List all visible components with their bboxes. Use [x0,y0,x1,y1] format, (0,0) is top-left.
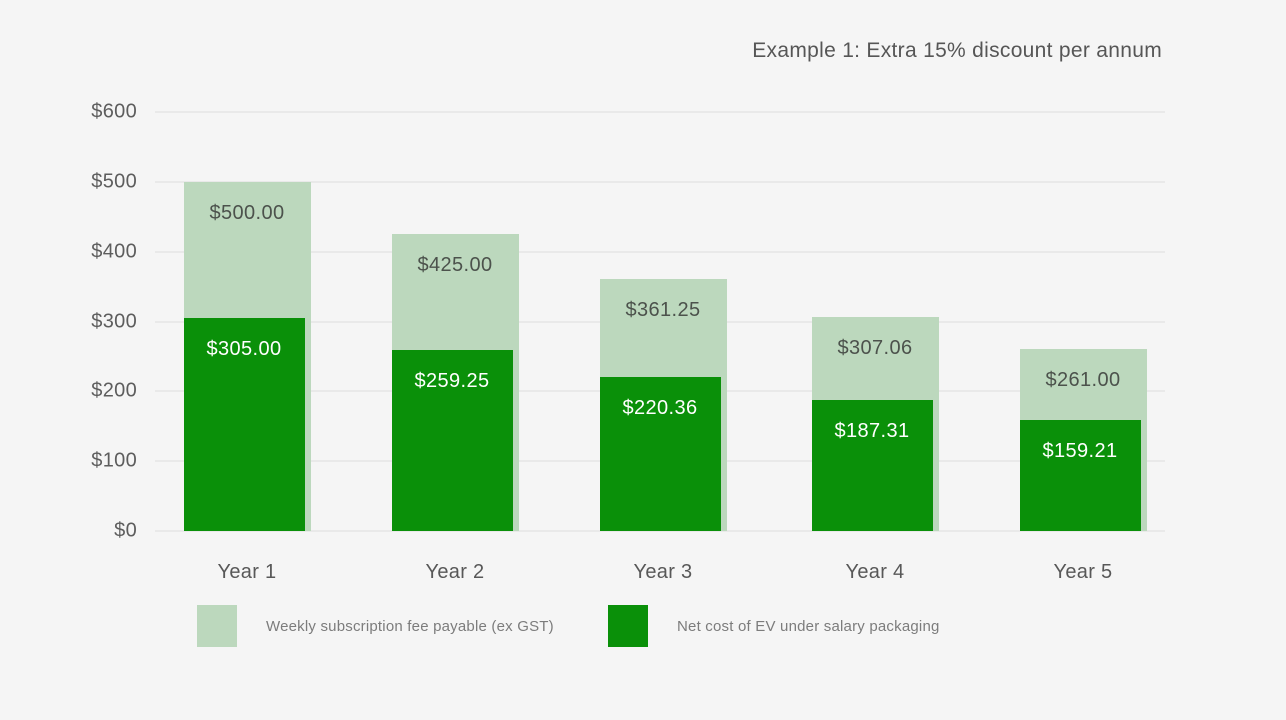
gridline [155,530,1165,532]
bar-value-label: $425.00 [417,254,493,277]
bar-net-cost: $187.31 [811,400,933,531]
gridline [155,250,1165,253]
bar-value-label: $259.25 [414,369,490,392]
y-axis-tick-label: $400 [91,240,137,263]
y-axis-tick-label: $300 [91,310,137,332]
y-axis-tick-label: $200 [91,379,137,402]
y-axis-tick-label: $500 [91,170,137,193]
gridline [155,111,1165,113]
bar-value-label: $500.00 [209,201,285,224]
bar-value-label: $307.06 [837,336,913,359]
bar-net-cost: $159.21 [1019,419,1141,531]
x-axis-tick-label: Year 4 [845,561,905,583]
y-axis-tick-label: $600 [91,100,137,123]
chart-title: Example 1: Extra 15% discount per annum [752,39,1162,62]
x-axis-tick-label: Year 2 [425,561,485,583]
x-axis-tick-label: Year 3 [633,561,693,583]
gridline [155,180,1165,183]
bar-net-cost: $259.25 [391,349,513,531]
y-axis-tick-label: $0 [114,519,137,542]
bar-net-cost: $305.00 [183,318,305,531]
bar-net-cost: $220.36 [599,377,721,531]
bar-value-label: $187.31 [834,420,910,443]
bar-value-label: $220.36 [622,397,698,420]
x-axis-tick-label: Year 5 [1053,561,1113,583]
x-axis-tick-label: Year 1 [217,561,277,583]
bar-value-label: $261.00 [1045,368,1121,391]
bar-value-label: $305.00 [206,338,282,360]
y-axis-tick-label: $100 [91,449,137,472]
bar-value-label: $361.25 [625,298,701,321]
bar-value-label: $159.21 [1042,439,1118,462]
